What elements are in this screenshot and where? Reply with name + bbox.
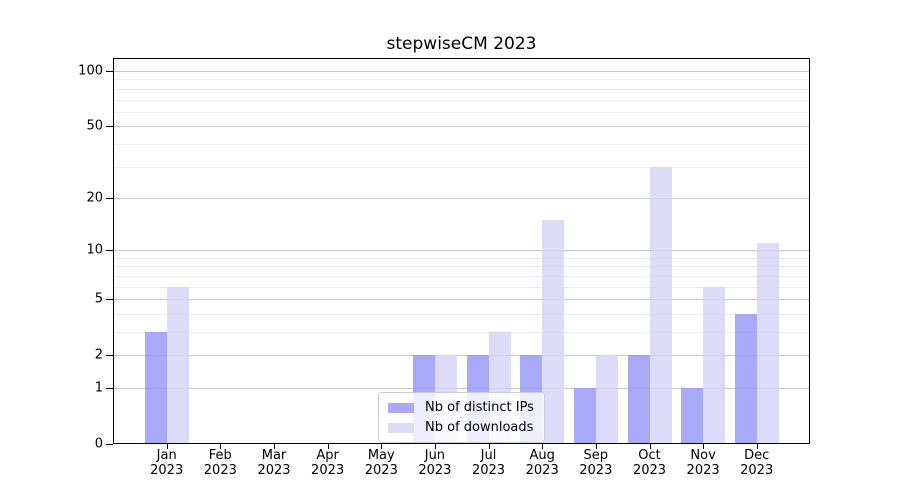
y-tick-10	[106, 250, 113, 252]
x-tick-label-dec: Dec 2023	[740, 448, 774, 478]
gridline-minor-3	[113, 332, 810, 333]
gridline-minor-8	[113, 266, 810, 268]
gridline-minor-30	[113, 166, 810, 168]
gridline-minor-4	[113, 313, 810, 315]
x-axis: Jan 2023 Feb 2023 Mar 2023 Apr 2023 May 2023 Jun 20…	[113, 58, 810, 478]
x-tick-jun	[434, 444, 436, 449]
x-tick-mar	[274, 444, 275, 449]
y-tick-label-1: 1	[94, 380, 103, 396]
y-tick-label-5: 5	[94, 291, 103, 307]
bar-downloads-nov	[703, 286, 726, 444]
x-tick-apr	[327, 444, 329, 449]
gridlines	[113, 58, 810, 444]
gridline-minor-90	[113, 79, 810, 81]
legend-swatch-downloads-icon	[388, 422, 414, 433]
x-tick-label-jun: Jun 2023	[418, 448, 452, 478]
bar-distinct-ips-dec	[734, 313, 757, 444]
y-tick-label-20: 20	[86, 190, 103, 206]
y-tick-label-50: 50	[86, 118, 103, 134]
x-tick-label-may: May 2023	[364, 448, 398, 478]
y-tick-50	[106, 126, 113, 128]
gridline-minor-7	[113, 275, 810, 277]
gridline-major-50	[113, 126, 810, 128]
gridline-minor-40	[113, 143, 810, 145]
gridline-major-1	[113, 388, 810, 389]
legend-row-distinct-ips: Nb of distinct IPs	[388, 400, 534, 415]
y-tick-5	[106, 299, 113, 301]
x-tick-aug	[542, 444, 544, 449]
x-tick-may	[381, 444, 383, 449]
y-tick-1	[106, 388, 113, 389]
gridline-major-5	[113, 299, 810, 301]
bar-downloads-sep	[595, 355, 618, 444]
legend-swatch-distinct-ips-icon	[388, 402, 414, 413]
x-tick-label-jul: Jul 2023	[471, 448, 506, 478]
y-tick-label-100: 100	[78, 63, 103, 79]
x-tick-nov	[703, 444, 705, 449]
x-tick-label-feb: Feb 2023	[203, 448, 237, 478]
x-tick-label-nov: Nov 2023	[686, 448, 720, 478]
bar-distinct-ips-jan	[144, 332, 167, 444]
y-tick-label-10: 10	[86, 242, 103, 258]
bar-downloads-jan	[166, 286, 189, 444]
gridline-minor-70	[113, 99, 810, 101]
bar-downloads-aug	[542, 219, 565, 444]
x-tick-label-jan: Jan 2023	[150, 448, 184, 478]
x-tick-label-apr: Apr 2023	[311, 448, 345, 478]
gridline-minor-9	[113, 257, 810, 259]
bar-distinct-ips-nov	[681, 388, 704, 444]
x-tick-jan	[166, 444, 168, 449]
x-tick-feb	[220, 444, 222, 449]
x-tick-dec	[756, 444, 758, 449]
legend-label-downloads: Nb of downloads	[425, 420, 534, 435]
gridline-major-2	[113, 355, 810, 357]
x-tick-jul	[488, 444, 490, 449]
bar-downloads-oct	[649, 166, 672, 444]
y-axis: 0 1 2 5 10 20 50 100	[78, 58, 810, 451]
legend-label-distinct-ips: Nb of distinct IPs	[425, 400, 534, 415]
bar-distinct-ips-oct	[627, 355, 650, 444]
legend: Nb of distinct IPs Nb of downloads	[378, 392, 545, 443]
gridline-major-100	[113, 71, 810, 72]
x-tick-label-oct: Oct 2023	[632, 448, 667, 478]
y-tick-label-2: 2	[94, 347, 103, 363]
bar-downloads-dec	[756, 243, 779, 444]
gridline-minor-6	[113, 286, 810, 288]
x-tick-label-mar: Mar 2023	[257, 448, 291, 478]
x-tick-label-sep: Sep 2023	[579, 448, 613, 478]
y-tick-2	[106, 355, 113, 357]
gridline-major-10	[113, 250, 810, 252]
y-tick-20	[106, 197, 113, 199]
bar-distinct-ips-sep	[573, 388, 596, 444]
y-tick-100	[106, 71, 113, 72]
plot-area: 0 1 2 5 10 20 50 100 Jan 2023 Feb 2023 Mar 2023 Apr 20…	[78, 58, 810, 478]
y-tick-label-0: 0	[94, 436, 103, 452]
gridline-major-20	[113, 197, 810, 199]
gridline-minor-60	[113, 111, 810, 113]
legend-row-downloads: Nb of downloads	[388, 420, 534, 435]
chart-title: stepwiseCM 2023	[386, 34, 537, 54]
x-tick-oct	[649, 444, 651, 449]
x-tick-sep	[595, 444, 597, 449]
y-tick-0	[106, 444, 113, 445]
gridline-minor-80	[113, 88, 810, 90]
x-tick-label-aug: Aug 2023	[525, 448, 559, 478]
